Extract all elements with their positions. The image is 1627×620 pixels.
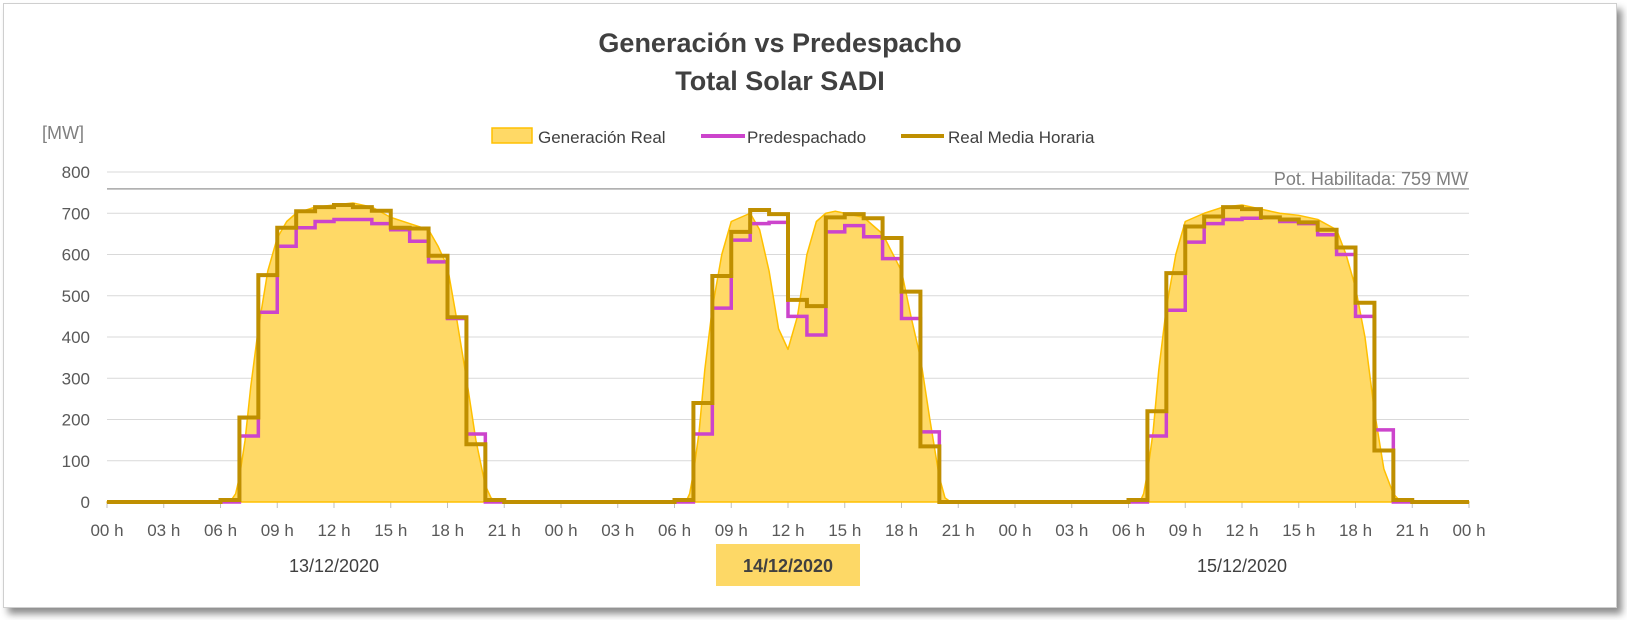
- y-tick-label: 0: [81, 493, 90, 512]
- y-tick-label: 200: [62, 411, 90, 430]
- x-tick-label: 06 h: [204, 521, 237, 540]
- generation-chart: Generación vs Predespacho Total Solar SA…: [42, 28, 1486, 586]
- x-tick-label: 18 h: [431, 521, 464, 540]
- date-label: 14/12/2020: [743, 556, 833, 576]
- x-tick-label: 15 h: [828, 521, 861, 540]
- x-tick-label: 00 h: [90, 521, 123, 540]
- legend-label-predespachado: Predespachado: [747, 128, 866, 147]
- date-label: 13/12/2020: [289, 556, 379, 576]
- y-axis-unit: [MW]: [42, 123, 84, 143]
- x-tick-label: 09 h: [261, 521, 294, 540]
- date-labels: 13/12/2020 14/12/2020 15/12/2020: [289, 544, 1287, 586]
- x-tick-label: 21 h: [942, 521, 975, 540]
- y-tick-label: 800: [62, 163, 90, 182]
- x-tick-label: 03 h: [1055, 521, 1088, 540]
- y-tick-label: 100: [62, 452, 90, 471]
- legend-label-generacion-real: Generación Real: [538, 128, 666, 147]
- legend: Generación Real Predespachado Real Media…: [491, 127, 1095, 147]
- x-tick-label: 18 h: [885, 521, 918, 540]
- x-tick-label: 00 h: [998, 521, 1031, 540]
- x-tick-label: 12 h: [1225, 521, 1258, 540]
- x-tick-label: 09 h: [715, 521, 748, 540]
- x-tick-label: 03 h: [601, 521, 634, 540]
- x-tick-label: 03 h: [147, 521, 180, 540]
- chart-subtitle: Total Solar SADI: [675, 66, 885, 96]
- date-highlight: [716, 544, 860, 586]
- legend-swatch-generacion-real: [491, 127, 533, 144]
- y-tick-label: 700: [62, 204, 90, 223]
- series-real-media-horaria-line: [107, 203, 1469, 504]
- y-tick-label: 300: [62, 369, 90, 388]
- x-tick-label: 09 h: [1169, 521, 1202, 540]
- chart-frame: Generación vs Predespacho Total Solar SA…: [3, 3, 1617, 608]
- x-tick-label: 00 h: [544, 521, 577, 540]
- reference-line-label: Pot. Habilitada: 759 MW: [1274, 169, 1468, 189]
- x-tick-label: 12 h: [771, 521, 804, 540]
- y-axis-ticks: 0 100 200 300 400 500 600 700 800: [62, 163, 90, 512]
- date-label: 15/12/2020: [1197, 556, 1287, 576]
- x-axis-ticks: 00 h 03 h 06 h 09 h 12 h 15 h 18 h 21 h 00 h 03 h…: [90, 521, 1485, 540]
- legend-label-real-media-horaria: Real Media Horaria: [948, 128, 1095, 147]
- y-tick-label: 400: [62, 328, 90, 347]
- y-tick-label: 600: [62, 246, 90, 265]
- x-tick-label: 15 h: [1282, 521, 1315, 540]
- chart-title: Generación vs Predespacho: [598, 28, 961, 58]
- y-tick-label: 500: [62, 287, 90, 306]
- x-tick-label: 06 h: [1112, 521, 1145, 540]
- x-tick-label: 06 h: [658, 521, 691, 540]
- x-tick-label: 12 h: [317, 521, 350, 540]
- plot-area: Pot. Habilitada: 759 MW: [106, 169, 1470, 504]
- x-tick-label: 21 h: [488, 521, 521, 540]
- x-tick-label: 00 h: [1452, 521, 1485, 540]
- x-tick-label: 18 h: [1339, 521, 1372, 540]
- x-tick-label: 21 h: [1396, 521, 1429, 540]
- x-tick-label: 15 h: [374, 521, 407, 540]
